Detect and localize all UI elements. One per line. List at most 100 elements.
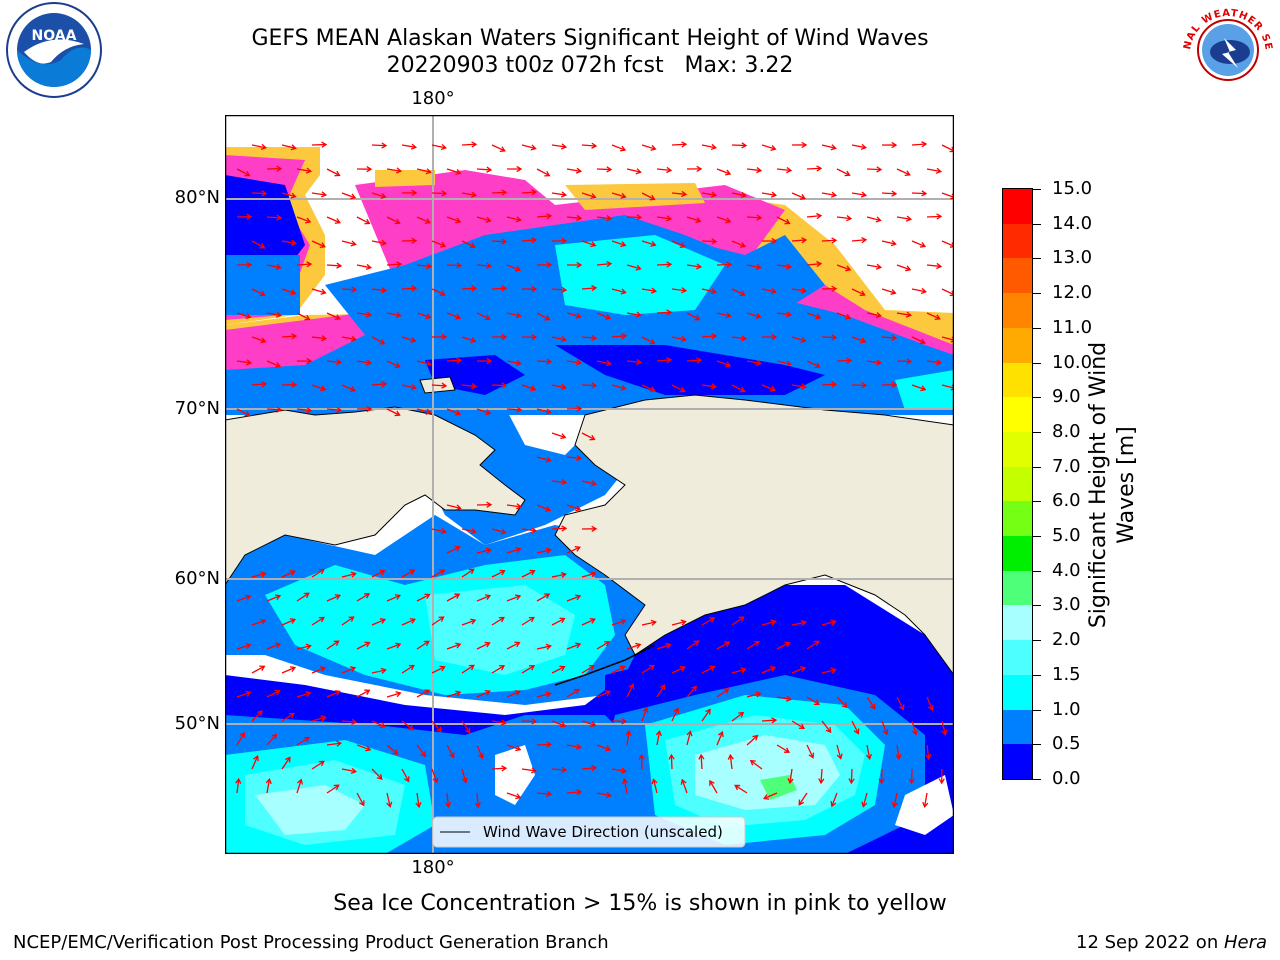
wave-arrow-head [334, 594, 341, 600]
wave-arrow-head [350, 240, 357, 247]
wave-arrow-head [336, 740, 343, 747]
wave-arrow-head [800, 619, 807, 627]
wave-arrow [776, 696, 791, 701]
wave-arrow-head [845, 265, 852, 272]
wave-arrow [551, 617, 565, 626]
wave-arrow [566, 643, 581, 650]
wave-arrow [506, 792, 521, 799]
map-border [225, 115, 954, 854]
wave-arrow-head [589, 434, 596, 441]
wave-arrow-head [813, 699, 820, 706]
wave-arrow [836, 264, 851, 271]
wave-arrow [896, 264, 911, 271]
wave-arrow-head [245, 594, 252, 601]
wave-arrow-head [576, 261, 583, 269]
wave-arrow [521, 768, 536, 772]
wave-arrow-head [938, 778, 945, 785]
wave-arrow [611, 144, 626, 151]
wave-arrow-head [468, 568, 475, 575]
wave-arrow-head [936, 359, 943, 366]
wave-arrow-head [801, 237, 808, 244]
wave-arrow [386, 408, 400, 416]
wave-arrow [641, 144, 656, 150]
wave-arrow-head [841, 702, 848, 709]
wave-arrow-head [381, 287, 388, 294]
wave-arrow-head [666, 261, 673, 268]
wave-arrow-head [845, 313, 852, 320]
wave-arrow [536, 168, 550, 177]
wave-arrow-head [755, 359, 763, 366]
wave-arrow [761, 144, 776, 150]
wave-arrow-head [349, 666, 357, 673]
wave-arrow-head [649, 338, 656, 345]
wave-arrow-head [426, 263, 433, 270]
wave-arrow-head [395, 642, 402, 649]
wave-arrow-head [605, 359, 612, 367]
wave-arrow-head [244, 170, 251, 177]
colorbar-tick [1033, 744, 1041, 746]
wave-arrow [670, 754, 673, 770]
wave-arrow [296, 216, 311, 223]
wave-arrow-head [575, 743, 583, 750]
wave-arrow [356, 744, 371, 751]
wave-arrow [311, 192, 326, 196]
wave-arrow [461, 720, 471, 734]
wave-arrow [341, 192, 356, 199]
wave-arrow [356, 216, 370, 225]
wave-arrow-head [290, 239, 298, 246]
wave-arrow-head [739, 242, 747, 248]
wave-arrow [731, 668, 746, 674]
lon-label-top: 180° [411, 88, 455, 109]
wave-arrow [251, 755, 259, 770]
wave-arrow [626, 643, 641, 650]
wave-arrow [356, 689, 370, 698]
wave-arrow [566, 504, 581, 511]
wave-arrow-head [515, 216, 522, 223]
wave-arrow-head [392, 749, 399, 755]
wave-arrow [686, 216, 701, 222]
wave-arrow [416, 792, 420, 807]
wave-arrow [911, 720, 917, 735]
wave-arrow-head [470, 191, 478, 198]
graticule [225, 115, 954, 854]
wave-arrow [491, 144, 506, 152]
wave-arrow-head [666, 215, 673, 222]
colorbar-tick [1033, 501, 1041, 503]
wave-arrow [596, 312, 611, 320]
wave-arrow [581, 432, 595, 441]
wave-arrow-head [321, 141, 328, 148]
wave-arrow-head [686, 730, 693, 737]
wave-arrow-head [424, 218, 431, 224]
wave-arrow-head [484, 689, 491, 696]
wave-arrow [750, 760, 763, 770]
wave-arrow-head [471, 285, 478, 292]
wave-arrow [536, 360, 552, 363]
wave-arrow-head [694, 314, 701, 321]
wave-arrow-head [260, 618, 267, 625]
wave-arrow-head [576, 789, 583, 796]
wave-arrow [566, 744, 581, 749]
wave-arrow [341, 288, 357, 291]
colorbar-tick [1033, 709, 1041, 711]
wave-arrow [821, 720, 832, 733]
wave-arrow-head [501, 238, 508, 245]
wave-arrow [281, 757, 291, 770]
wave-arrow [836, 168, 850, 176]
wave-arrow [506, 216, 521, 221]
wave-arrow-head [364, 593, 371, 599]
wave-arrow-head [905, 215, 913, 222]
wave-arrow [686, 731, 692, 746]
wave-arrow [566, 312, 581, 318]
wave-arrow [536, 504, 551, 511]
wave-arrow-head [348, 616, 355, 622]
wave-arrow-head [275, 311, 283, 318]
wave-arrow [731, 712, 744, 722]
wave-arrow-head [559, 665, 566, 672]
wave-arrow-head [276, 214, 283, 221]
wave-arrow-head [679, 242, 686, 248]
wave-arrow [926, 744, 930, 759]
wave-arrow-head [860, 191, 868, 198]
wave-arrow [536, 743, 552, 746]
wave-arrow [551, 432, 566, 439]
wave-arrow-head [936, 262, 943, 270]
